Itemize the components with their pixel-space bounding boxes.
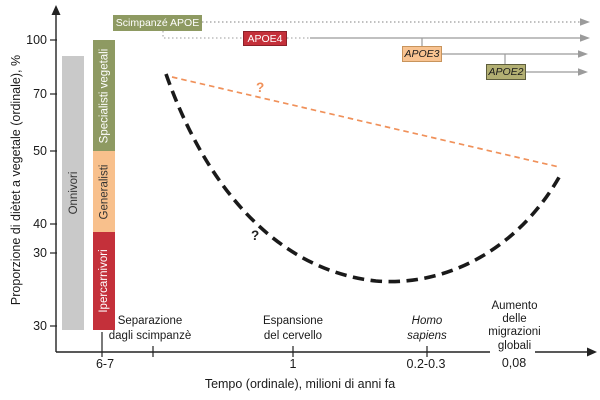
- event-line: Espansione: [262, 315, 324, 327]
- bar-ipercarnivori: [93, 232, 115, 330]
- gene-box-apoe4: APOE4: [243, 31, 287, 46]
- event-line: delle: [502, 313, 527, 326]
- bar-generalisti: [93, 151, 115, 232]
- x-axis-title: Tempo (ordinale), milioni di anni fa: [204, 377, 396, 391]
- event-line: migrazioni: [488, 326, 541, 339]
- black-dashed-hypothesis-curve: [164, 73, 564, 284]
- bar-onnivori: [62, 56, 84, 330]
- event-homo-sapiens: Homo sapiens: [377, 314, 477, 344]
- bar-specialisti-vegetali: [93, 40, 115, 151]
- y-axis-ticks: [50, 39, 57, 327]
- bar-generalisti-label: Generalisti: [98, 164, 110, 219]
- x-tick-008: 0,08: [501, 356, 527, 370]
- y-tick-30a: 30: [33, 246, 47, 260]
- event-line: globali: [497, 339, 532, 352]
- event-line: Aumento: [491, 300, 538, 312]
- event-line: Homo: [411, 315, 443, 327]
- orange-question-mark: ?: [256, 80, 265, 95]
- orange-dashed-hypothesis-line: [171, 76, 560, 168]
- event-espansione-cervello: Espansione del cervello: [238, 314, 348, 344]
- gene-box-apoe3: APOE3: [402, 46, 442, 62]
- y-tick-100: 100: [26, 33, 47, 47]
- event-line: sapiens: [407, 330, 447, 342]
- y-tick-40: 40: [33, 217, 47, 231]
- y-tick-50: 50: [33, 144, 47, 158]
- event-line: Separazione: [117, 315, 183, 327]
- bar-specialisti-vegetali-label: Specialisti vegetali: [98, 48, 110, 143]
- event-migrazioni-globali: Aumento delle migrazioni globali: [467, 300, 562, 353]
- x-axis-arrowhead-icon: [587, 347, 597, 357]
- event-separazione-scimpanze: Separazione dagli scimpanzè: [95, 314, 205, 344]
- x-tick-6-7: 6-7: [95, 357, 115, 371]
- event-line: dagli scimpanzè: [108, 330, 192, 342]
- x-tick-1: 1: [289, 357, 297, 371]
- y-axis-arrowhead-icon: [51, 5, 61, 15]
- bar-onnivori-label: Onnivori: [68, 171, 80, 215]
- gene-box-scimpanze-apoe: Scimpanzé APOE: [113, 15, 202, 31]
- x-tick-02-03: 0.2-0.3: [406, 357, 446, 371]
- x-axis-ticks: [101, 332, 428, 357]
- gene-connectors: [162, 21, 580, 73]
- gene-box-apoe2: APOE2: [486, 64, 526, 80]
- y-tick-30b: 30: [33, 319, 47, 333]
- gene-arrowheads-icon: [578, 18, 590, 76]
- y-axis-title: Proporzione di diètet a vegetale (ordina…: [9, 54, 23, 306]
- y-tick-70: 70: [33, 87, 47, 101]
- black-question-mark: ?: [251, 228, 260, 243]
- event-line: del cervello: [263, 330, 323, 342]
